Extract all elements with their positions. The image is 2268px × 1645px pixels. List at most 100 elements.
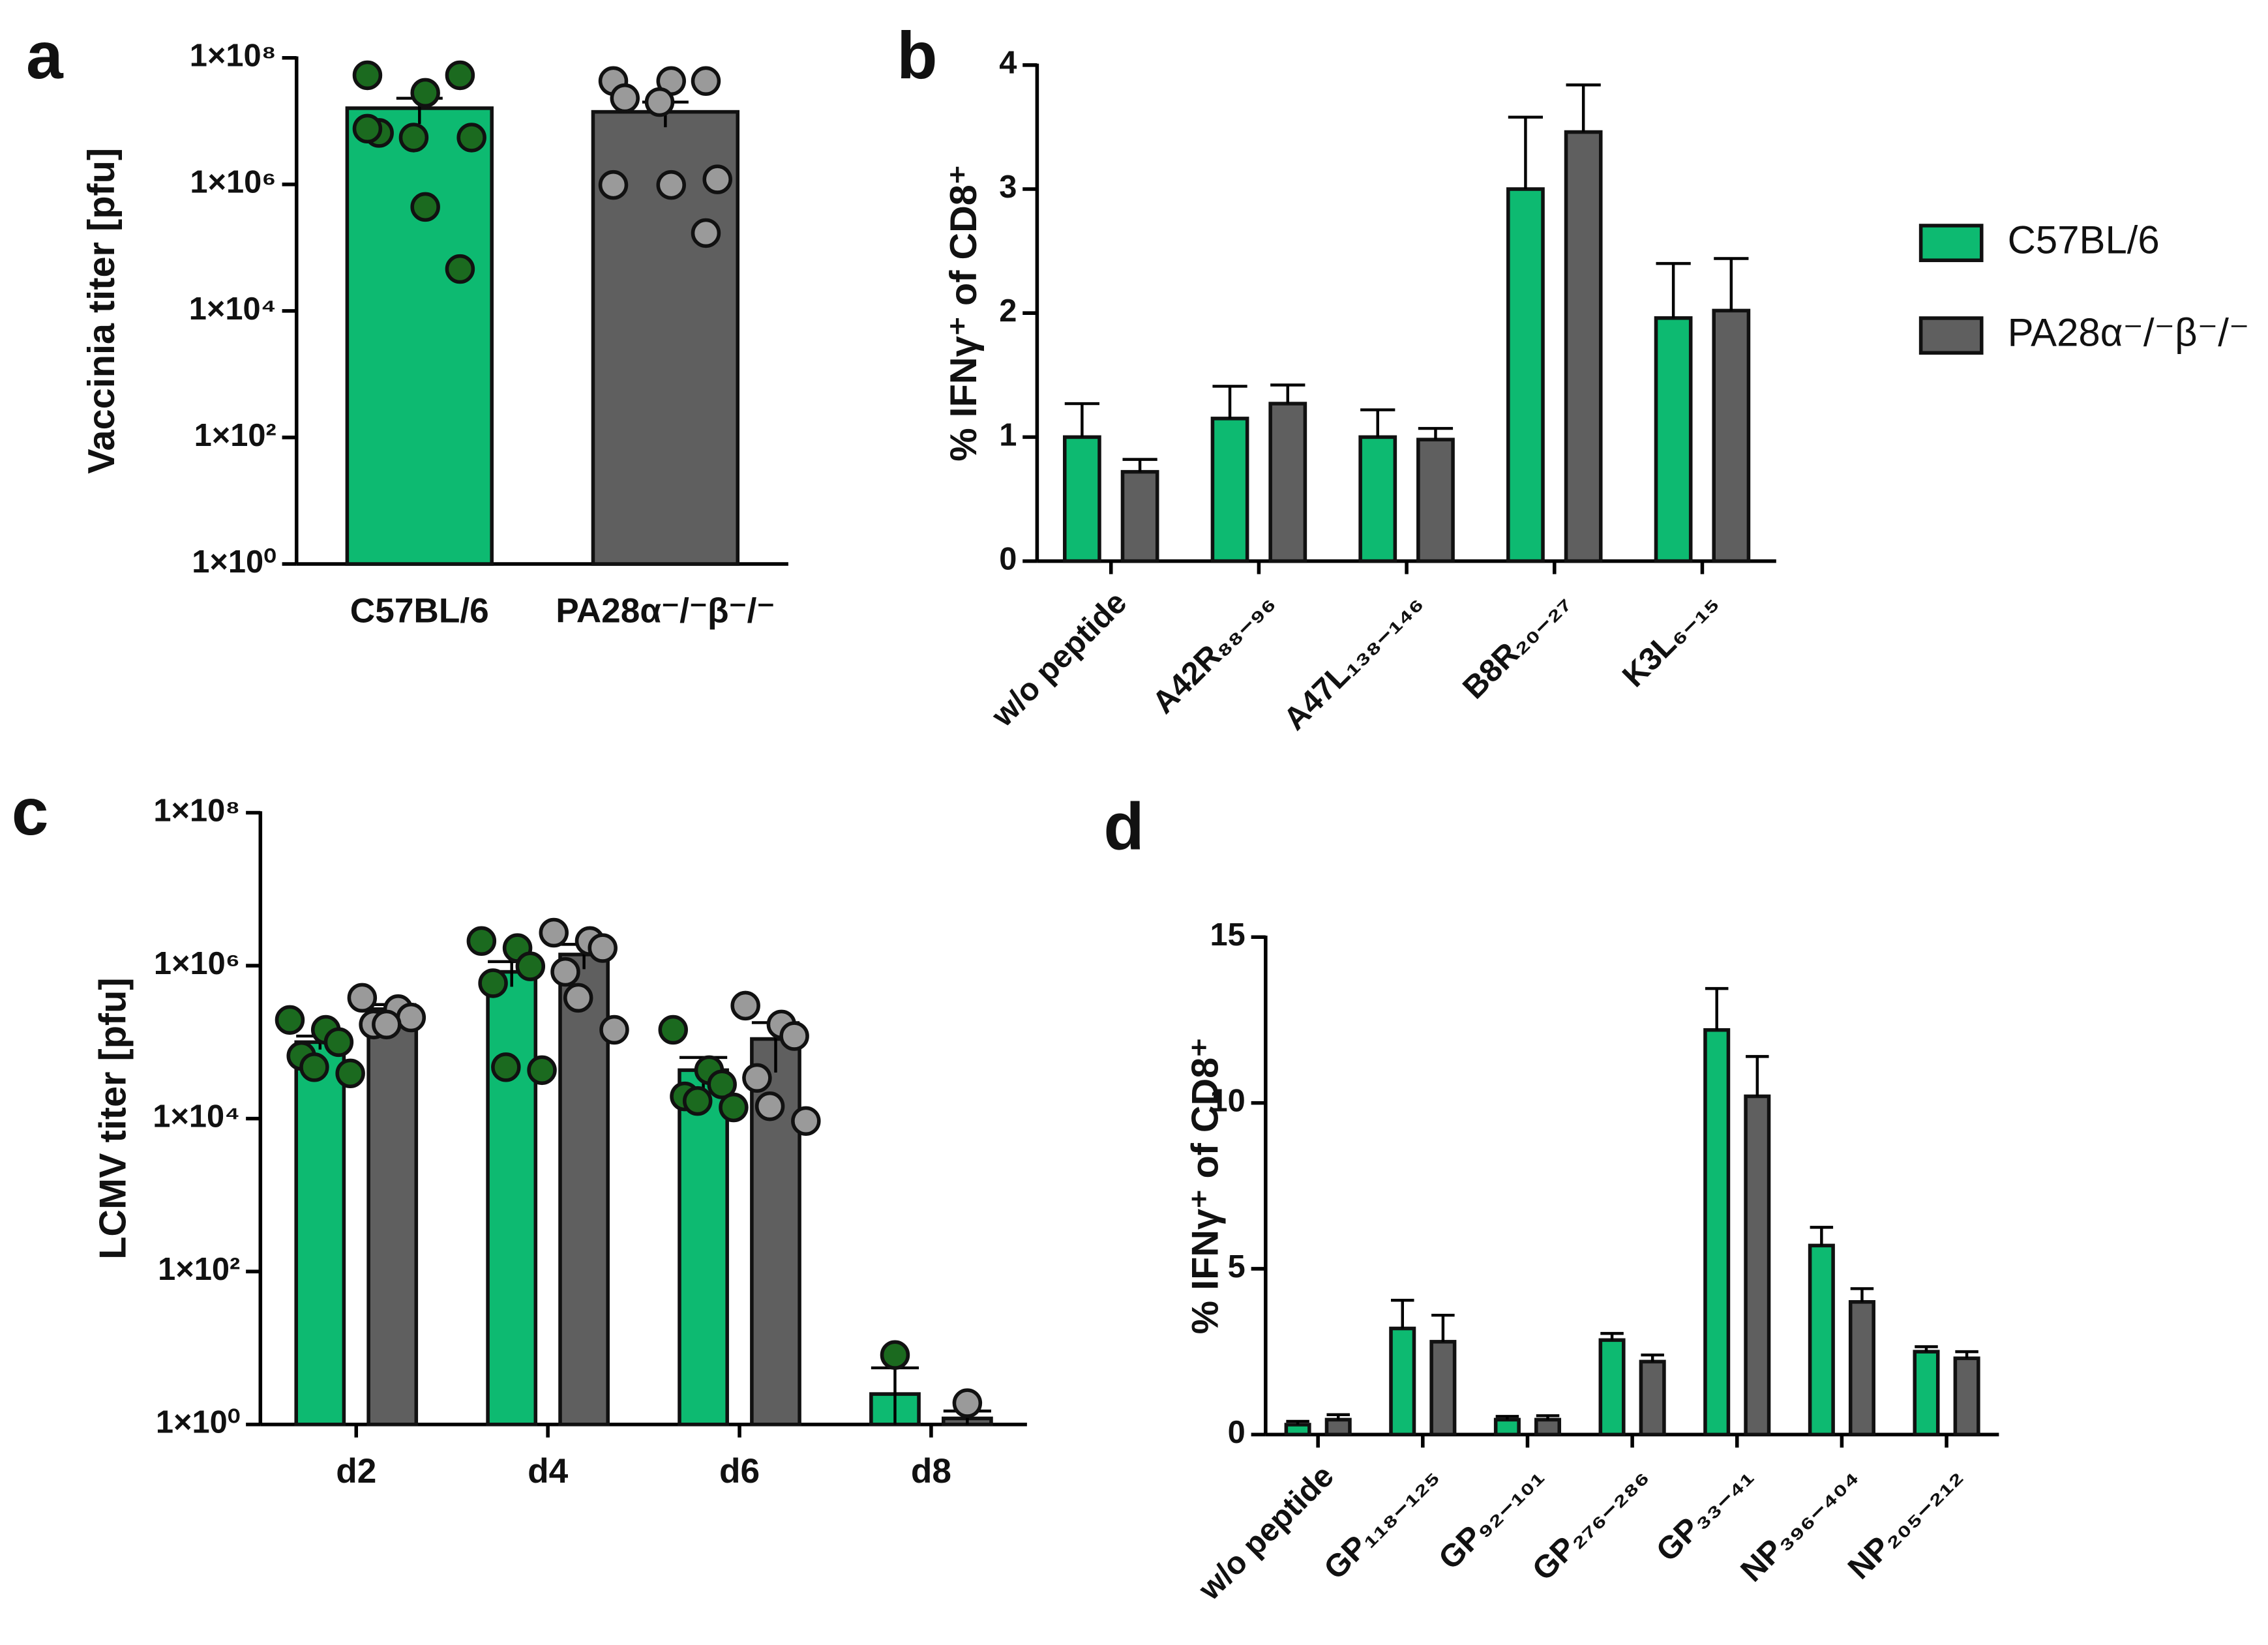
data-point (691, 66, 721, 96)
y-tick-label: 1×10⁴ (153, 1099, 240, 1134)
data-point (707, 1069, 737, 1099)
data-point (550, 956, 580, 987)
y-tick-label: 15 (1210, 917, 1246, 953)
panel-letter: d (1103, 789, 1144, 863)
bar (1564, 130, 1603, 563)
x-tick-label: d8 (911, 1452, 951, 1490)
bar (1534, 1417, 1562, 1437)
y-tick-label: 3 (999, 170, 1017, 205)
data-point (691, 218, 721, 248)
bar (1953, 1356, 1980, 1437)
data-point (730, 990, 760, 1021)
error-bar (1600, 1331, 1624, 1341)
bar (1429, 1340, 1457, 1437)
y-tick-label: 1×10² (194, 418, 276, 453)
y-tick-label: 1×10⁰ (192, 544, 276, 580)
bar (1654, 316, 1693, 563)
x-tick-label: GP₃₃₋₄₁ (1650, 1459, 1760, 1569)
bar (1268, 402, 1307, 563)
error-bar (1955, 1350, 1978, 1359)
bar (1913, 1350, 1940, 1437)
error-bar (1566, 83, 1601, 132)
y-axis-label: Vaccinia titer [pfu] (81, 148, 123, 474)
x-tick-label: NP₂₀₅₋₂₁₂ (1842, 1459, 1969, 1586)
y-tick-label: 2 (999, 293, 1017, 329)
x-tick-label: w/o peptide (985, 585, 1134, 734)
panel-letter: c (12, 775, 49, 849)
error-bar (1508, 115, 1544, 190)
data-point (396, 1002, 426, 1033)
data-point (398, 123, 429, 153)
data-point (335, 1058, 365, 1089)
bar (1324, 1417, 1352, 1437)
error-bar (1705, 986, 1729, 1030)
legend-swatch (1918, 316, 1984, 355)
bar (1358, 435, 1397, 563)
data-point (563, 983, 593, 1013)
bar (1506, 187, 1545, 563)
y-tick-label: 1×10⁸ (190, 38, 276, 74)
x-tick-label: B8R₂₀₋₂₇ (1456, 585, 1577, 705)
data-point (491, 1052, 521, 1082)
bar (678, 1068, 729, 1427)
data-point (779, 1021, 809, 1051)
x-tick-label: d6 (719, 1452, 760, 1490)
data-point (466, 926, 497, 956)
bar (1062, 435, 1101, 563)
data-point (410, 78, 440, 108)
data-point (445, 60, 475, 91)
bar (1389, 1326, 1416, 1437)
error-bar (1212, 385, 1247, 419)
data-point (347, 983, 378, 1013)
error-bar (1656, 261, 1691, 318)
y-axis-label: % IFNγ⁺ of CD8⁺ (943, 165, 985, 462)
x-tick-label: K3L₆₋₁₅ (1616, 585, 1725, 694)
data-point (599, 1015, 629, 1045)
panel-letter: b (897, 18, 937, 93)
y-tick-label: 10 (1210, 1084, 1246, 1119)
legend-label: PA28α⁻/⁻β⁻/⁻ (2008, 310, 2250, 354)
data-point (527, 1055, 557, 1086)
data-point (372, 1009, 402, 1040)
data-point (754, 1091, 785, 1121)
error-bar (1641, 1353, 1664, 1362)
data-point (410, 192, 440, 222)
y-tick-label: 1×10⁶ (154, 946, 240, 981)
data-point (880, 1340, 910, 1370)
y-tick-label: 4 (999, 46, 1017, 81)
y-tick-label: 1 (999, 417, 1017, 452)
legend-swatch (1918, 224, 1984, 263)
panel-letter: a (26, 18, 64, 93)
data-point (719, 1092, 749, 1123)
data-point (644, 87, 675, 117)
x-tick-label: w/o peptide (1191, 1459, 1341, 1608)
y-axis-label: LCMV titer [pfu] (93, 977, 134, 1259)
y-axis-label: % IFNγ⁺ of CD8⁺ (1184, 1037, 1226, 1334)
data-point (588, 933, 618, 963)
bar (1210, 417, 1249, 563)
data-point (682, 1086, 713, 1116)
y-tick-label: 1×10⁴ (189, 291, 276, 327)
error-bar (1391, 1299, 1414, 1329)
error-bar (1495, 1415, 1519, 1420)
error-bar (1915, 1345, 1938, 1352)
error-bar (1850, 1287, 1874, 1302)
bar (1848, 1300, 1875, 1437)
y-tick-label: 0 (1228, 1415, 1246, 1450)
error-bar (1810, 1226, 1834, 1246)
error-bar (1326, 1413, 1350, 1420)
error-bar (1536, 1414, 1560, 1420)
y-tick-label: 1×10⁸ (153, 793, 240, 828)
data-point (952, 1388, 983, 1418)
x-tick-label: A42R₈₈₋₉₆ (1146, 585, 1281, 720)
data-point (445, 254, 475, 284)
y-tick-label: 5 (1228, 1249, 1246, 1284)
y-tick-label: 1×10⁰ (156, 1405, 240, 1440)
error-bar (1714, 257, 1749, 311)
x-tick-label: d2 (336, 1452, 376, 1490)
x-tick-label: C57BL/6 (350, 592, 489, 630)
x-tick-label: PA28α⁻/⁻β⁻/⁻ (556, 592, 775, 630)
bar (1120, 469, 1159, 563)
data-point (515, 951, 546, 981)
